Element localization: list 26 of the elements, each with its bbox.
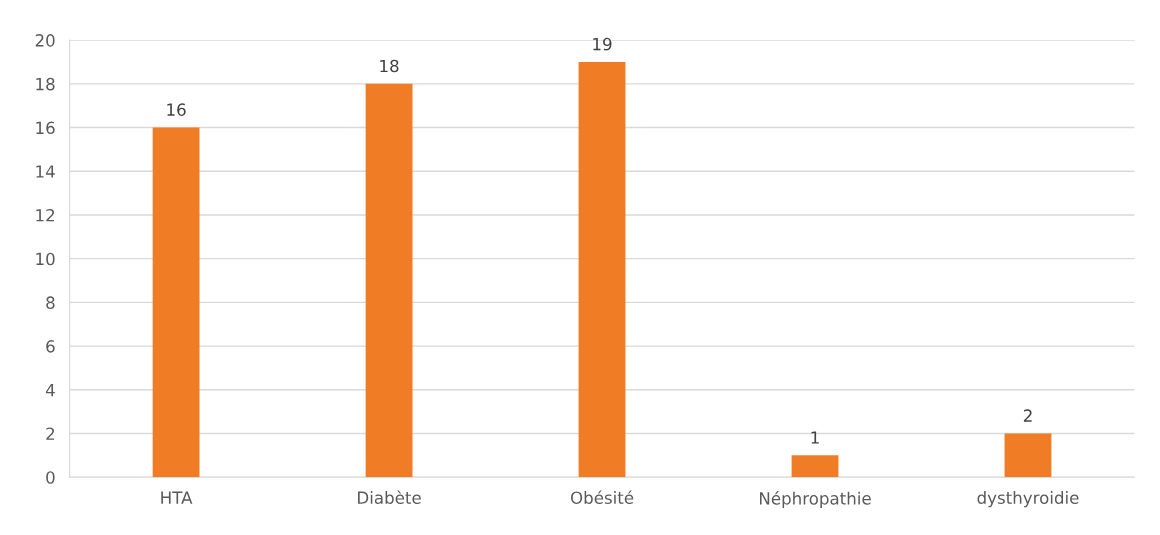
y-tick-label: 8 bbox=[46, 296, 55, 309]
x-tick-label: HTA bbox=[161, 491, 193, 504]
data-label: 2 bbox=[1023, 409, 1032, 422]
y-tick-label: 20 bbox=[35, 34, 55, 47]
data-label: 19 bbox=[593, 37, 612, 51]
y-tick-label: 2 bbox=[46, 427, 55, 440]
y-tick-label: 4 bbox=[45, 383, 55, 397]
y-tick-label: 6 bbox=[46, 340, 55, 353]
data-label: 16 bbox=[167, 103, 186, 116]
bar bbox=[365, 83, 413, 478]
x-tick-label: Néphropathie bbox=[759, 491, 871, 508]
bar bbox=[152, 127, 200, 478]
data-label: 18 bbox=[380, 59, 399, 73]
y-tick-label: 16 bbox=[36, 121, 55, 135]
bar bbox=[578, 61, 626, 478]
x-tick-label: Obésité bbox=[570, 490, 634, 505]
bar bbox=[1004, 433, 1052, 478]
y-tick-label: 0 bbox=[46, 471, 55, 484]
y-tick-label: 12 bbox=[36, 208, 55, 222]
x-tick-label: dysthyroidie bbox=[977, 491, 1079, 508]
x-tick-label: Diabète bbox=[358, 490, 421, 505]
data-label: 1 bbox=[811, 431, 819, 444]
bar bbox=[791, 455, 839, 478]
y-tick-label: 14 bbox=[36, 165, 55, 178]
y-tick-label: 10 bbox=[36, 252, 55, 266]
y-tick-label: 18 bbox=[36, 77, 55, 91]
